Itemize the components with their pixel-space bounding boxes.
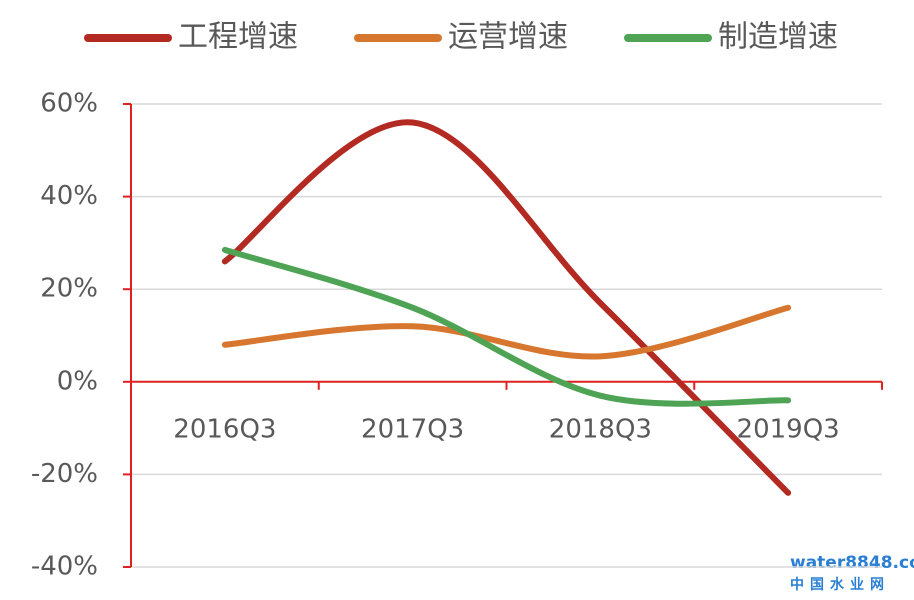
legend-label: 运营增速	[448, 20, 568, 55]
watermark-brand: water8848.com	[790, 553, 914, 573]
x-tick-label: 2019Q3	[737, 415, 840, 445]
x-tick-label: 2018Q3	[549, 415, 652, 445]
y-tick-label: 20%	[40, 274, 98, 304]
y-tick-label: -20%	[31, 459, 98, 489]
legend-label: 工程增速	[178, 20, 298, 55]
x-tick-label: 2016Q3	[173, 415, 276, 445]
y-tick-label: 40%	[40, 181, 98, 211]
watermark-subtitle: 中国水业网	[790, 576, 890, 593]
y-tick-label: -40%	[31, 552, 98, 582]
legend-label: 制造增速	[718, 20, 838, 55]
series-line	[221, 246, 792, 407]
y-tick-label: 60%	[40, 89, 98, 119]
series-line	[221, 304, 792, 360]
series-line	[221, 119, 792, 496]
x-tick-label: 2017Q3	[361, 415, 464, 445]
y-tick-label: 0%	[57, 366, 98, 396]
